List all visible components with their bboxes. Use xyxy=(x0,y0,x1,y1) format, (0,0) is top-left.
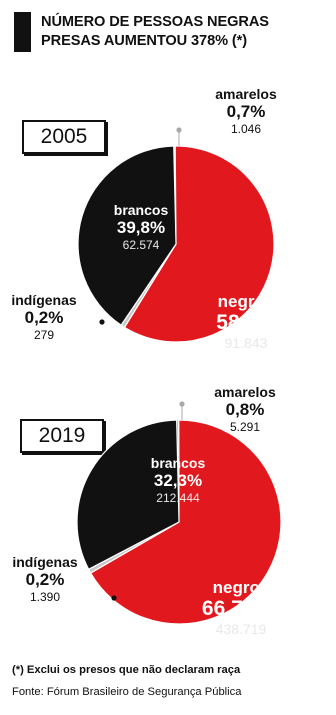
pie-chart-2005 xyxy=(77,127,275,343)
chart-title: NÚMERO DE PESSOAS NEGRAS PRESAS AUMENTOU… xyxy=(41,14,269,49)
slice-pct-indigenas-2005: 0,2% xyxy=(24,308,64,327)
source-credit: Fonte: Fórum Brasileiro de Segurança Púb… xyxy=(12,686,242,698)
year-label-2019: 2019 xyxy=(20,419,104,453)
label-amarelos-2019: amarelos 0,8% 5.291 xyxy=(200,384,290,435)
slice-negros-2005 xyxy=(123,145,275,343)
slice-name-indigenas-2019: indígenas xyxy=(12,554,78,570)
label-amarelos-2005: amarelos 0,7% 1.046 xyxy=(206,86,286,137)
slice-pct-negros-2005: 58,4% xyxy=(216,311,276,334)
slice-pct-brancos-2005: 39,8% xyxy=(116,218,166,237)
slice-count-indigenas-2019: 1.390 xyxy=(29,590,61,604)
slice-name-negros-2019: negros xyxy=(212,578,270,597)
slice-count-indigenas-2005: 279 xyxy=(33,328,55,342)
label-indigenas-2005: indígenas 0,2% 279 xyxy=(6,292,82,343)
pie-chart-2019 xyxy=(76,401,282,625)
slice-count-amarelos-2005: 1.046 xyxy=(230,122,262,136)
title-accent-bar xyxy=(14,12,31,52)
slice-count-brancos-2005: 62.574 xyxy=(122,238,160,252)
slice-brancos-2019 xyxy=(76,419,180,571)
year-label-2005: 2005 xyxy=(22,120,106,154)
chart-title-block: NÚMERO DE PESSOAS NEGRAS PRESAS AUMENTOU… xyxy=(14,12,330,54)
leader-dot-indigenas-2005 xyxy=(99,319,105,325)
slice-count-amarelos-2019: 5.291 xyxy=(229,420,261,434)
leader-dot-amarelos-2005 xyxy=(176,127,182,133)
label-brancos-2019: brancos 32,3% 212.444 xyxy=(128,455,228,506)
slice-name-indigenas-2005: indígenas xyxy=(11,292,77,308)
slice-name-amarelos-2005: amarelos xyxy=(215,86,277,102)
slice-name-negros-2005: negros xyxy=(217,292,275,311)
slice-count-brancos-2019: 212.444 xyxy=(156,491,200,505)
slice-pct-amarelos-2019: 0,8% xyxy=(225,400,265,419)
label-negros-2005: negros 58,4% 91.843 xyxy=(196,292,296,352)
slice-name-amarelos-2019: amarelos xyxy=(214,384,276,400)
slice-negros-2019 xyxy=(89,419,282,625)
leader-dot-amarelos-2019 xyxy=(179,401,185,407)
slice-pct-brancos-2019: 32,3% xyxy=(153,471,203,490)
slice-count-negros-2019: 438.719 xyxy=(215,621,267,637)
slice-brancos-2005 xyxy=(77,145,177,326)
label-brancos-2005: brancos 39,8% 62.574 xyxy=(96,202,186,253)
slice-name-brancos-2005: brancos xyxy=(113,202,169,218)
slice-name-brancos-2019: brancos xyxy=(150,455,206,471)
slice-pct-indigenas-2019: 0,2% xyxy=(25,570,65,589)
slice-pct-negros-2019: 66,7%% xyxy=(201,597,281,620)
footnote: (*) Exclui os presos que não declaram ra… xyxy=(12,664,241,676)
slice-count-negros-2005: 91.843 xyxy=(224,335,268,351)
label-negros-2019: negros 66,7%% 438.719 xyxy=(176,578,306,638)
label-indigenas-2019: indígenas 0,2% 1.390 xyxy=(6,554,84,605)
leader-dot-indigenas-2019 xyxy=(111,595,117,601)
slice-pct-amarelos-2005: 0,7% xyxy=(226,102,266,121)
